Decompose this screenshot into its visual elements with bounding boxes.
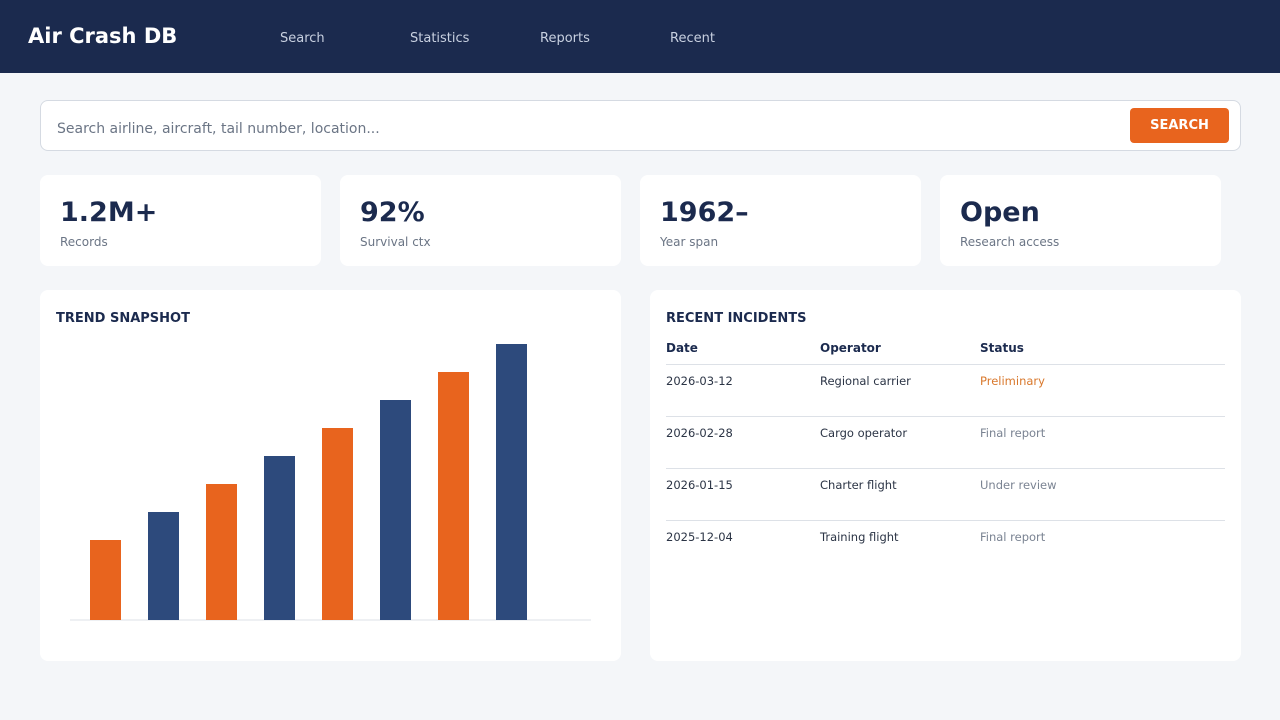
table-cell: Charter flight xyxy=(820,478,897,492)
stat-label: Year span xyxy=(660,235,719,249)
bar xyxy=(90,540,121,620)
incidents-title: RECENT INCIDENTS xyxy=(666,311,807,326)
row-divider xyxy=(666,520,1225,521)
column-header: Operator xyxy=(820,341,881,355)
column-header: Date xyxy=(666,341,698,355)
column-header: Status xyxy=(980,341,1024,355)
table-cell: Final report xyxy=(980,426,1046,440)
table-cell: Under review xyxy=(980,478,1057,492)
row-divider xyxy=(666,416,1225,417)
stat-label: Records xyxy=(60,235,108,249)
search-button[interactable]: SEARCH xyxy=(1130,108,1229,143)
nav-item[interactable]: Search xyxy=(280,31,325,46)
nav-item[interactable]: Recent xyxy=(670,31,715,46)
table-cell: 2026-01-15 xyxy=(666,478,733,492)
incidents-panel: RECENT INCIDENTS Date Operator Status 2026-… xyxy=(650,290,1241,661)
trend-panel: TREND SNAPSHOT xyxy=(40,290,621,661)
bar xyxy=(380,400,411,620)
row-divider xyxy=(666,468,1225,469)
bar xyxy=(438,372,469,620)
bar xyxy=(496,344,527,620)
bar xyxy=(206,484,237,620)
search-box[interactable]: Search airline, aircraft, tail number, l… xyxy=(40,100,1241,151)
brand: Air Crash DB xyxy=(28,24,178,48)
table-cell: 2026-03-12 xyxy=(666,374,733,388)
stat-value: Open xyxy=(960,197,1040,228)
table-cell: Regional carrier xyxy=(820,374,911,388)
table-cell: 2025-12-04 xyxy=(666,530,733,544)
nav-item[interactable]: Reports xyxy=(540,31,590,46)
stat-label: Survival ctx xyxy=(360,235,431,249)
stat-card: Open Research access xyxy=(940,175,1221,266)
table-cell: Cargo operator xyxy=(820,426,908,440)
stat-card: 1.2M+ Records xyxy=(40,175,321,266)
nav-item[interactable]: Statistics xyxy=(410,31,470,46)
header: Air Crash DB Search Statistics Reports Rece… xyxy=(0,0,1280,73)
chart xyxy=(70,344,591,621)
stat-value: 1.2M+ xyxy=(60,197,158,228)
stat-value: 1962– xyxy=(660,197,749,228)
search-placeholder[interactable]: Search airline, aircraft, tail number, l… xyxy=(57,121,380,137)
stat-card: 1962– Year span xyxy=(640,175,921,266)
table-cell: 2026-02-28 xyxy=(666,426,733,440)
bar xyxy=(264,456,295,620)
bar xyxy=(322,428,353,620)
row-divider xyxy=(666,364,1225,365)
table-cell: Final report xyxy=(980,530,1046,544)
table-cell: Preliminary xyxy=(980,374,1045,388)
chart-title: TREND SNAPSHOT xyxy=(56,311,190,326)
table-cell: Training flight xyxy=(820,530,899,544)
stat-card: 92% Survival ctx xyxy=(340,175,621,266)
bar xyxy=(148,512,179,620)
stat-value: 92% xyxy=(360,197,425,228)
stat-label: Research access xyxy=(960,235,1060,249)
